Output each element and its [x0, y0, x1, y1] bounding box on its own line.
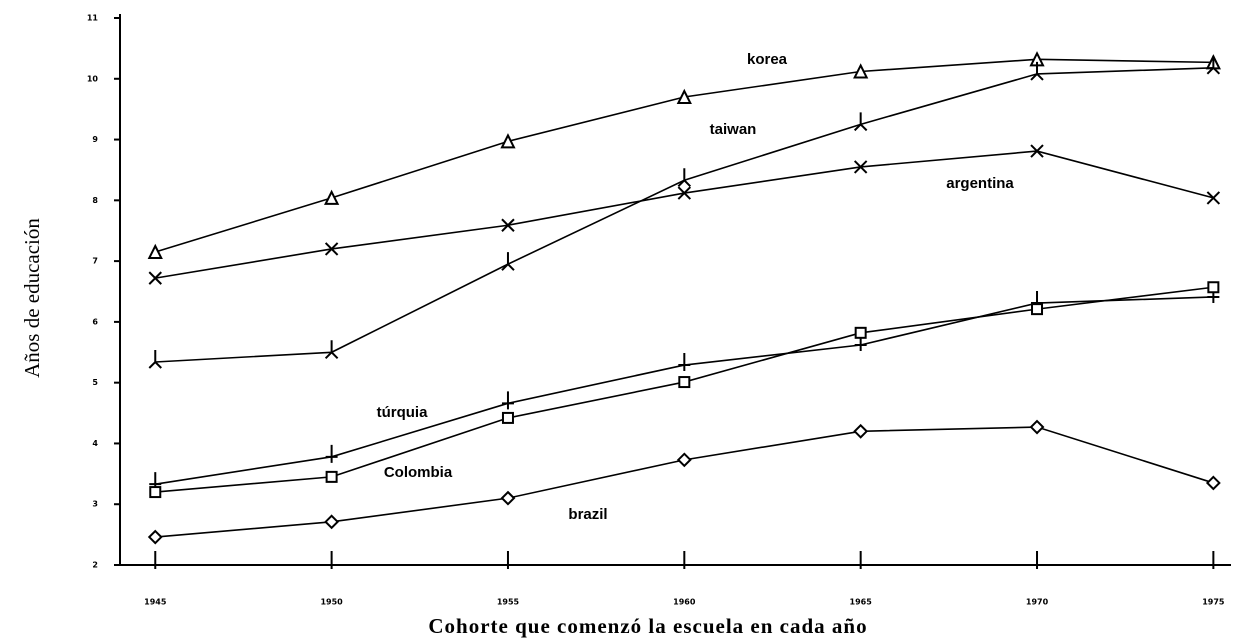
y-tick-label: 6	[92, 317, 98, 326]
marker	[678, 353, 691, 372]
marker	[677, 186, 692, 200]
marker	[1030, 61, 1044, 81]
marker	[148, 350, 162, 369]
marker	[1029, 419, 1045, 435]
x-axis-label: Cohorte que comenzó la escuela en cada a…	[428, 614, 867, 638]
y-tick-label: 5	[92, 378, 98, 387]
x-tick-label: 1970	[1026, 598, 1049, 607]
y-axis-label: Años de educación	[20, 218, 44, 378]
marker	[853, 112, 868, 132]
x-tick-label: 1975	[1202, 598, 1225, 607]
line	[155, 67, 1214, 363]
x-tick-label: 1945	[144, 598, 167, 607]
marker	[501, 391, 514, 410]
x-tick-label: 1960	[673, 598, 696, 607]
marker	[854, 326, 867, 339]
marker	[325, 470, 338, 483]
y-tick-label: 10	[87, 74, 99, 83]
marker	[853, 423, 869, 439]
marker	[325, 444, 338, 463]
line	[155, 426, 1214, 538]
marker	[324, 189, 340, 205]
series-label: korea	[747, 51, 788, 68]
marker	[676, 88, 692, 105]
marker	[853, 63, 869, 79]
marker	[148, 271, 162, 285]
marker	[1207, 281, 1220, 294]
marker	[677, 168, 692, 187]
marker	[147, 529, 163, 545]
y-tick-label: 9	[92, 135, 98, 144]
marker	[149, 486, 162, 499]
marker	[1206, 191, 1221, 205]
marker	[1205, 475, 1221, 491]
x-tick-label: 1950	[320, 598, 343, 607]
marker	[1031, 303, 1044, 316]
y-tick-label: 4	[92, 439, 98, 448]
y-tick-label: 11	[87, 14, 99, 23]
series-label: argentina	[946, 175, 1014, 192]
marker	[500, 490, 516, 506]
marker	[324, 242, 339, 256]
marker	[1030, 144, 1044, 158]
y-tick-label: 2	[92, 561, 98, 570]
y-tick-label: 3	[92, 500, 98, 509]
marker	[324, 340, 339, 359]
marker	[501, 218, 515, 232]
marker	[324, 514, 340, 530]
marker	[501, 411, 514, 424]
marker	[500, 133, 516, 149]
x-tick-label: 1965	[850, 598, 873, 607]
marker	[676, 452, 692, 468]
marker	[501, 252, 515, 271]
x-tick-label: 1955	[497, 598, 520, 607]
marker	[853, 160, 868, 174]
series-label: Colombia	[384, 464, 453, 481]
series-label: taiwan	[710, 121, 757, 138]
series-label: brazil	[568, 506, 607, 523]
marker	[147, 243, 163, 259]
y-tick-label: 8	[92, 196, 98, 205]
y-tick-label: 7	[92, 257, 98, 266]
marker	[678, 376, 691, 389]
marker	[1206, 55, 1221, 75]
series-label: túrquia	[377, 404, 428, 421]
